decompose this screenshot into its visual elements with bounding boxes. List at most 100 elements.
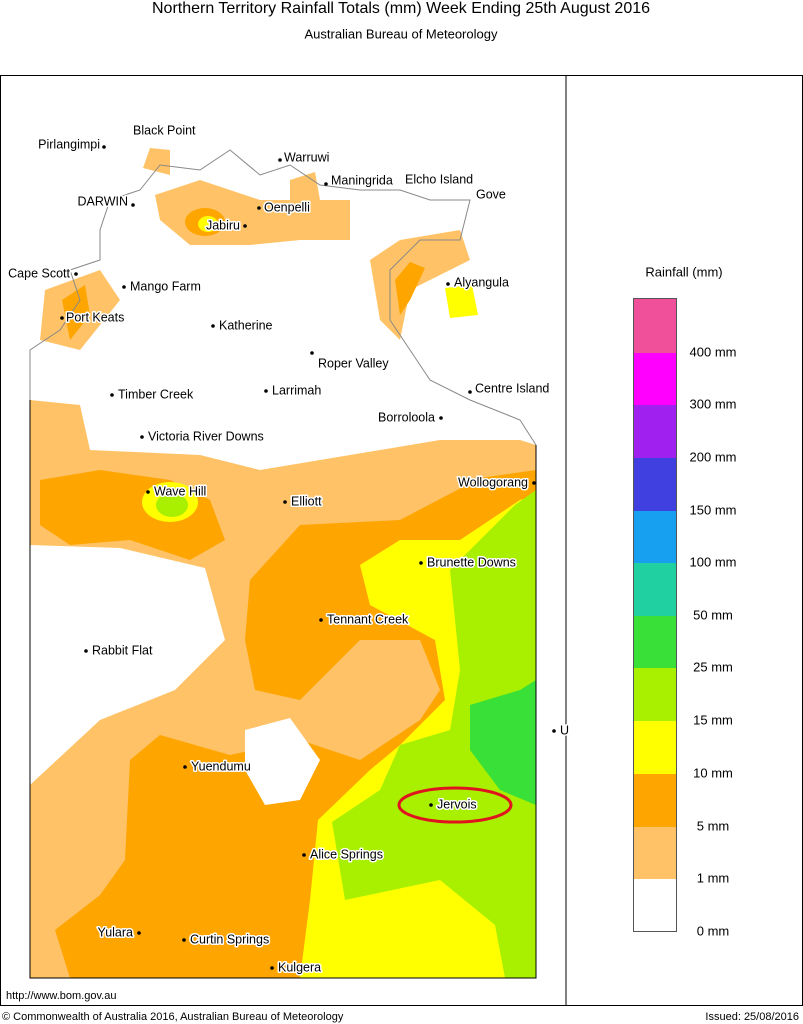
legend-swatch [633, 721, 676, 774]
place-label: Elliott [291, 494, 322, 508]
legend-swatch [633, 563, 676, 616]
place-dot [243, 224, 247, 228]
place-dot [419, 561, 423, 565]
place-label: Jervois [437, 797, 477, 811]
region-15-25mm [156, 493, 188, 517]
legend-label: 10 mm [693, 765, 733, 780]
place-label: Black Point [133, 123, 196, 137]
region-15-25mm [332, 490, 536, 978]
place-dot [532, 481, 536, 485]
place-dot [429, 803, 433, 807]
region-10-15mm [198, 216, 218, 232]
legend-swatch [633, 298, 676, 353]
place-label: Alyangula [454, 275, 509, 289]
legend-swatch [633, 353, 676, 405]
place-dot [439, 416, 443, 420]
territory-border [29, 400, 537, 979]
place-label: Katherine [219, 318, 273, 332]
place-label: Warruwi [284, 150, 329, 164]
region-1-5mm [290, 172, 320, 200]
place-label: Victoria River Downs [148, 429, 264, 443]
place-dot [140, 435, 144, 439]
place-label: Centre Island [475, 381, 549, 395]
place-dot [183, 765, 187, 769]
place-label: Yulara [98, 925, 133, 939]
legend-label: 200 mm [690, 449, 737, 464]
footer-copyright: © Commonwealth of Australia 2016, Austra… [2, 1011, 344, 1023]
place-label: Alice Springs [310, 847, 383, 861]
place-dot [146, 490, 150, 494]
legend-title: Rainfall (mm) [645, 264, 722, 279]
place-label: Tennant Creek [327, 612, 409, 626]
place-dot [302, 853, 306, 857]
place-dot [552, 729, 556, 733]
legend-swatch [633, 511, 676, 563]
place-label: Gove [476, 187, 506, 201]
legend-label: 150 mm [690, 502, 737, 517]
place-label: Jabiru [206, 218, 240, 232]
region-5-10mm [62, 285, 90, 340]
coastline [29, 149, 537, 446]
legend-swatch [633, 827, 676, 879]
place-dot [257, 206, 261, 210]
legend-frame [633, 298, 677, 932]
region-0-1mm [245, 718, 320, 805]
legend-swatch [633, 774, 676, 827]
place-dot [278, 158, 282, 162]
place-dot [74, 272, 78, 276]
legend-swatch [633, 616, 676, 668]
footer-url: http://www.bom.gov.au [6, 990, 116, 1002]
place-label: Elcho Island [405, 172, 473, 186]
legend-label: 5 mm [697, 818, 730, 833]
place-label: Oenpelli [264, 200, 310, 214]
place-dot [110, 393, 114, 397]
place-dot [270, 966, 274, 970]
place-dot [131, 203, 135, 207]
legend-label: 300 mm [690, 396, 737, 411]
rainfall-regions [30, 148, 536, 978]
place-dot [60, 316, 64, 320]
place-label: Brunette Downs [427, 555, 516, 569]
title: Northern Territory Rainfall Totals (mm) … [152, 0, 650, 17]
legend-label: 400 mm [690, 344, 737, 359]
region-25-50mm [470, 680, 536, 805]
region-5-10mm [395, 262, 425, 315]
place-label: U [560, 723, 569, 737]
place-dot [84, 649, 88, 653]
place-label: Mango Farm [130, 279, 201, 293]
legend-label: 25 mm [693, 659, 733, 674]
place-dot [319, 618, 323, 622]
region-10-15mm [445, 285, 478, 318]
legend-label: 50 mm [693, 607, 733, 622]
place-label: Borroloola [378, 410, 435, 424]
legend-label: 0 mm [697, 923, 730, 938]
place-label: Yuendumu [191, 759, 251, 773]
legend-label: 1 mm [697, 870, 730, 885]
place-label: Wave Hill [154, 484, 206, 498]
subtitle: Australian Bureau of Meteorology [305, 26, 498, 41]
place-label: Larrimah [272, 383, 321, 397]
region-1-5mm [143, 148, 170, 175]
place-label: Port Keats [66, 310, 124, 324]
place-label: Maningrida [331, 173, 393, 187]
legend-label: 15 mm [693, 712, 733, 727]
region-1-5mm [370, 230, 470, 340]
legend-swatch [633, 405, 676, 458]
place-label: Curtin Springs [190, 932, 269, 946]
place-label: Pirlangimpi [38, 137, 100, 151]
place-dot [310, 351, 314, 355]
place-dot [324, 182, 328, 186]
legend-swatch [633, 668, 676, 721]
legend-label: 100 mm [690, 554, 737, 569]
place-dot [446, 282, 450, 286]
legend-swatch [633, 458, 676, 511]
place-dot [468, 390, 472, 394]
place-label: DARWIN [78, 194, 128, 208]
place-dot [102, 145, 106, 149]
place-label: Rabbit Flat [92, 643, 153, 657]
place-dot [137, 931, 141, 935]
place-label: Cape Scott [8, 266, 70, 280]
place-label: Timber Creek [118, 387, 194, 401]
place-dot [283, 500, 287, 504]
